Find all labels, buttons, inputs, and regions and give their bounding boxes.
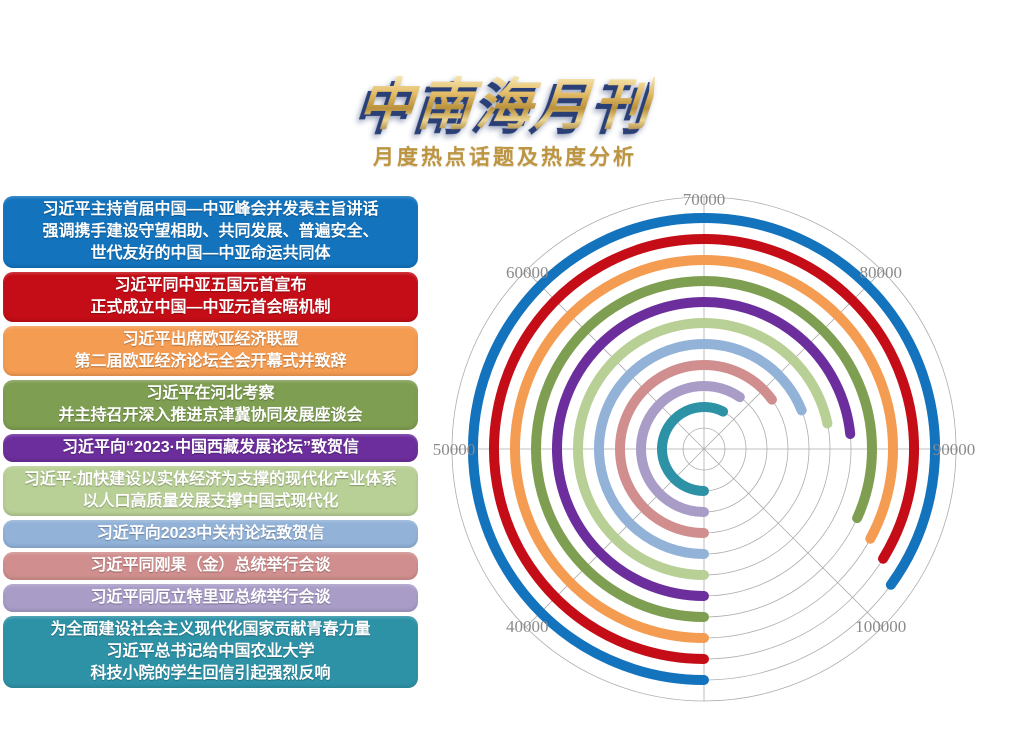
topic-heat-arc bbox=[636, 381, 745, 517]
topic-bar: 习近平同刚果（金）总统举行会谈 bbox=[3, 552, 418, 580]
topic-bar: 习近平在河北考察并主持召开深入推进京津冀协同发展座谈会 bbox=[3, 380, 418, 430]
grid-spoke bbox=[703, 448, 883, 628]
topic-line: 为全面建设社会主义现代化国家贡献青春力量 bbox=[50, 621, 371, 638]
topic-bar: 习近平主持首届中国—中亚峰会并发表主旨讲话 强调携手建设守望相助、共同发展、普遍安… bbox=[3, 196, 418, 268]
topic-line: 并主持召开深入推进京津冀协同发展座谈会 bbox=[58, 407, 363, 424]
angular-tick-label: 80000 bbox=[860, 263, 903, 282]
angular-tick-label: 100000 bbox=[855, 617, 906, 636]
topic-line: 以人口高质量发展支撑中国式现代化 bbox=[82, 493, 339, 510]
topic-line: 习近平总书记给中国农业大学 bbox=[106, 643, 315, 660]
topic-line: 习近平:加快建设以实体经济为支撑的现代化产业体系 bbox=[23, 471, 398, 488]
topic-heat-arc bbox=[468, 213, 940, 685]
topic-line: 强调携手建设守望相助、共同发展、普遍安全、 bbox=[42, 223, 379, 240]
topic-line: 习近平向2023中关村论坛致贺信 bbox=[96, 525, 325, 542]
topic-heat-arc bbox=[531, 276, 877, 622]
topic-bar: 习近平:加快建设以实体经济为支撑的现代化产业体系 以人口高质量发展支撑中国式现代化 bbox=[3, 466, 418, 516]
topic-line: 科技小院的学生回信引起强烈反响 bbox=[90, 665, 331, 682]
page-subtitle: 月度热点话题及热度分析 bbox=[373, 144, 637, 169]
header: 中南海月刊 月度热点话题及热度分析 bbox=[0, 73, 1010, 171]
topic-line: 习近平同中亚五国元首宣布 bbox=[114, 277, 307, 294]
topic-bar: 习近平同中亚五国元首宣布正式成立中国—中亚元首会晤机制 bbox=[3, 272, 418, 322]
topic-line: 习近平向“2023·中国西藏发展论坛”致贺信 bbox=[62, 439, 359, 456]
topic-heat-arc bbox=[615, 360, 777, 538]
topic-line: 习近平同刚果（金）总统举行会谈 bbox=[90, 557, 331, 574]
polar-heat-chart: 40000 50000 60000 70000 80000 90000 100000 bbox=[433, 190, 976, 702]
topic-heat-arc bbox=[573, 318, 833, 580]
topic-line: 正式成立中国—中亚元首会晤机制 bbox=[90, 299, 331, 316]
angular-tick-label: 60000 bbox=[506, 263, 549, 282]
topic-heat-arc bbox=[594, 339, 807, 559]
topic-line: 习近平同厄立特里亚总统举行会谈 bbox=[90, 589, 331, 606]
topic-heat-arc bbox=[510, 255, 898, 643]
topic-line: 习近平主持首届中国—中亚峰会并发表主旨讲话 bbox=[42, 201, 379, 218]
page-title: 中南海月刊 bbox=[355, 73, 655, 136]
topic-list: 习近平主持首届中国—中亚峰会并发表主旨讲话 强调携手建设守望相助、共同发展、普遍安… bbox=[3, 196, 418, 688]
angular-tick-label: 50000 bbox=[433, 440, 476, 459]
topic-line: 世代友好的中国—中亚命运共同体 bbox=[90, 245, 331, 262]
topic-bar: 习近平向2023中关村论坛致贺信 bbox=[3, 520, 418, 548]
topic-heat-arc bbox=[657, 402, 729, 496]
topic-line: 第二届欧亚经济论坛全会开幕式并致辞 bbox=[74, 353, 347, 370]
topic-line: 习近平出席欧亚经济联盟 bbox=[122, 331, 299, 348]
angular-tick-label: 70000 bbox=[683, 190, 726, 209]
topic-heat-arc bbox=[489, 234, 919, 664]
topic-bar: 习近平同厄立特里亚总统举行会谈 bbox=[3, 584, 418, 612]
topic-bar: 为全面建设社会主义现代化国家贡献青春力量 习近平总书记给中国农业大学 科技小院的学生… bbox=[3, 616, 418, 688]
topic-heat-arc bbox=[552, 297, 856, 601]
topic-bar: 习近平出席欧亚经济联盟第二届欧亚经济论坛全会开幕式并致辞 bbox=[3, 326, 418, 376]
angular-tick-label: 40000 bbox=[506, 617, 549, 636]
angular-tick-label: 90000 bbox=[933, 440, 976, 459]
topic-bar: 习近平向“2023·中国西藏发展论坛”致贺信 bbox=[3, 434, 418, 462]
topic-line: 习近平在河北考察 bbox=[146, 385, 275, 402]
